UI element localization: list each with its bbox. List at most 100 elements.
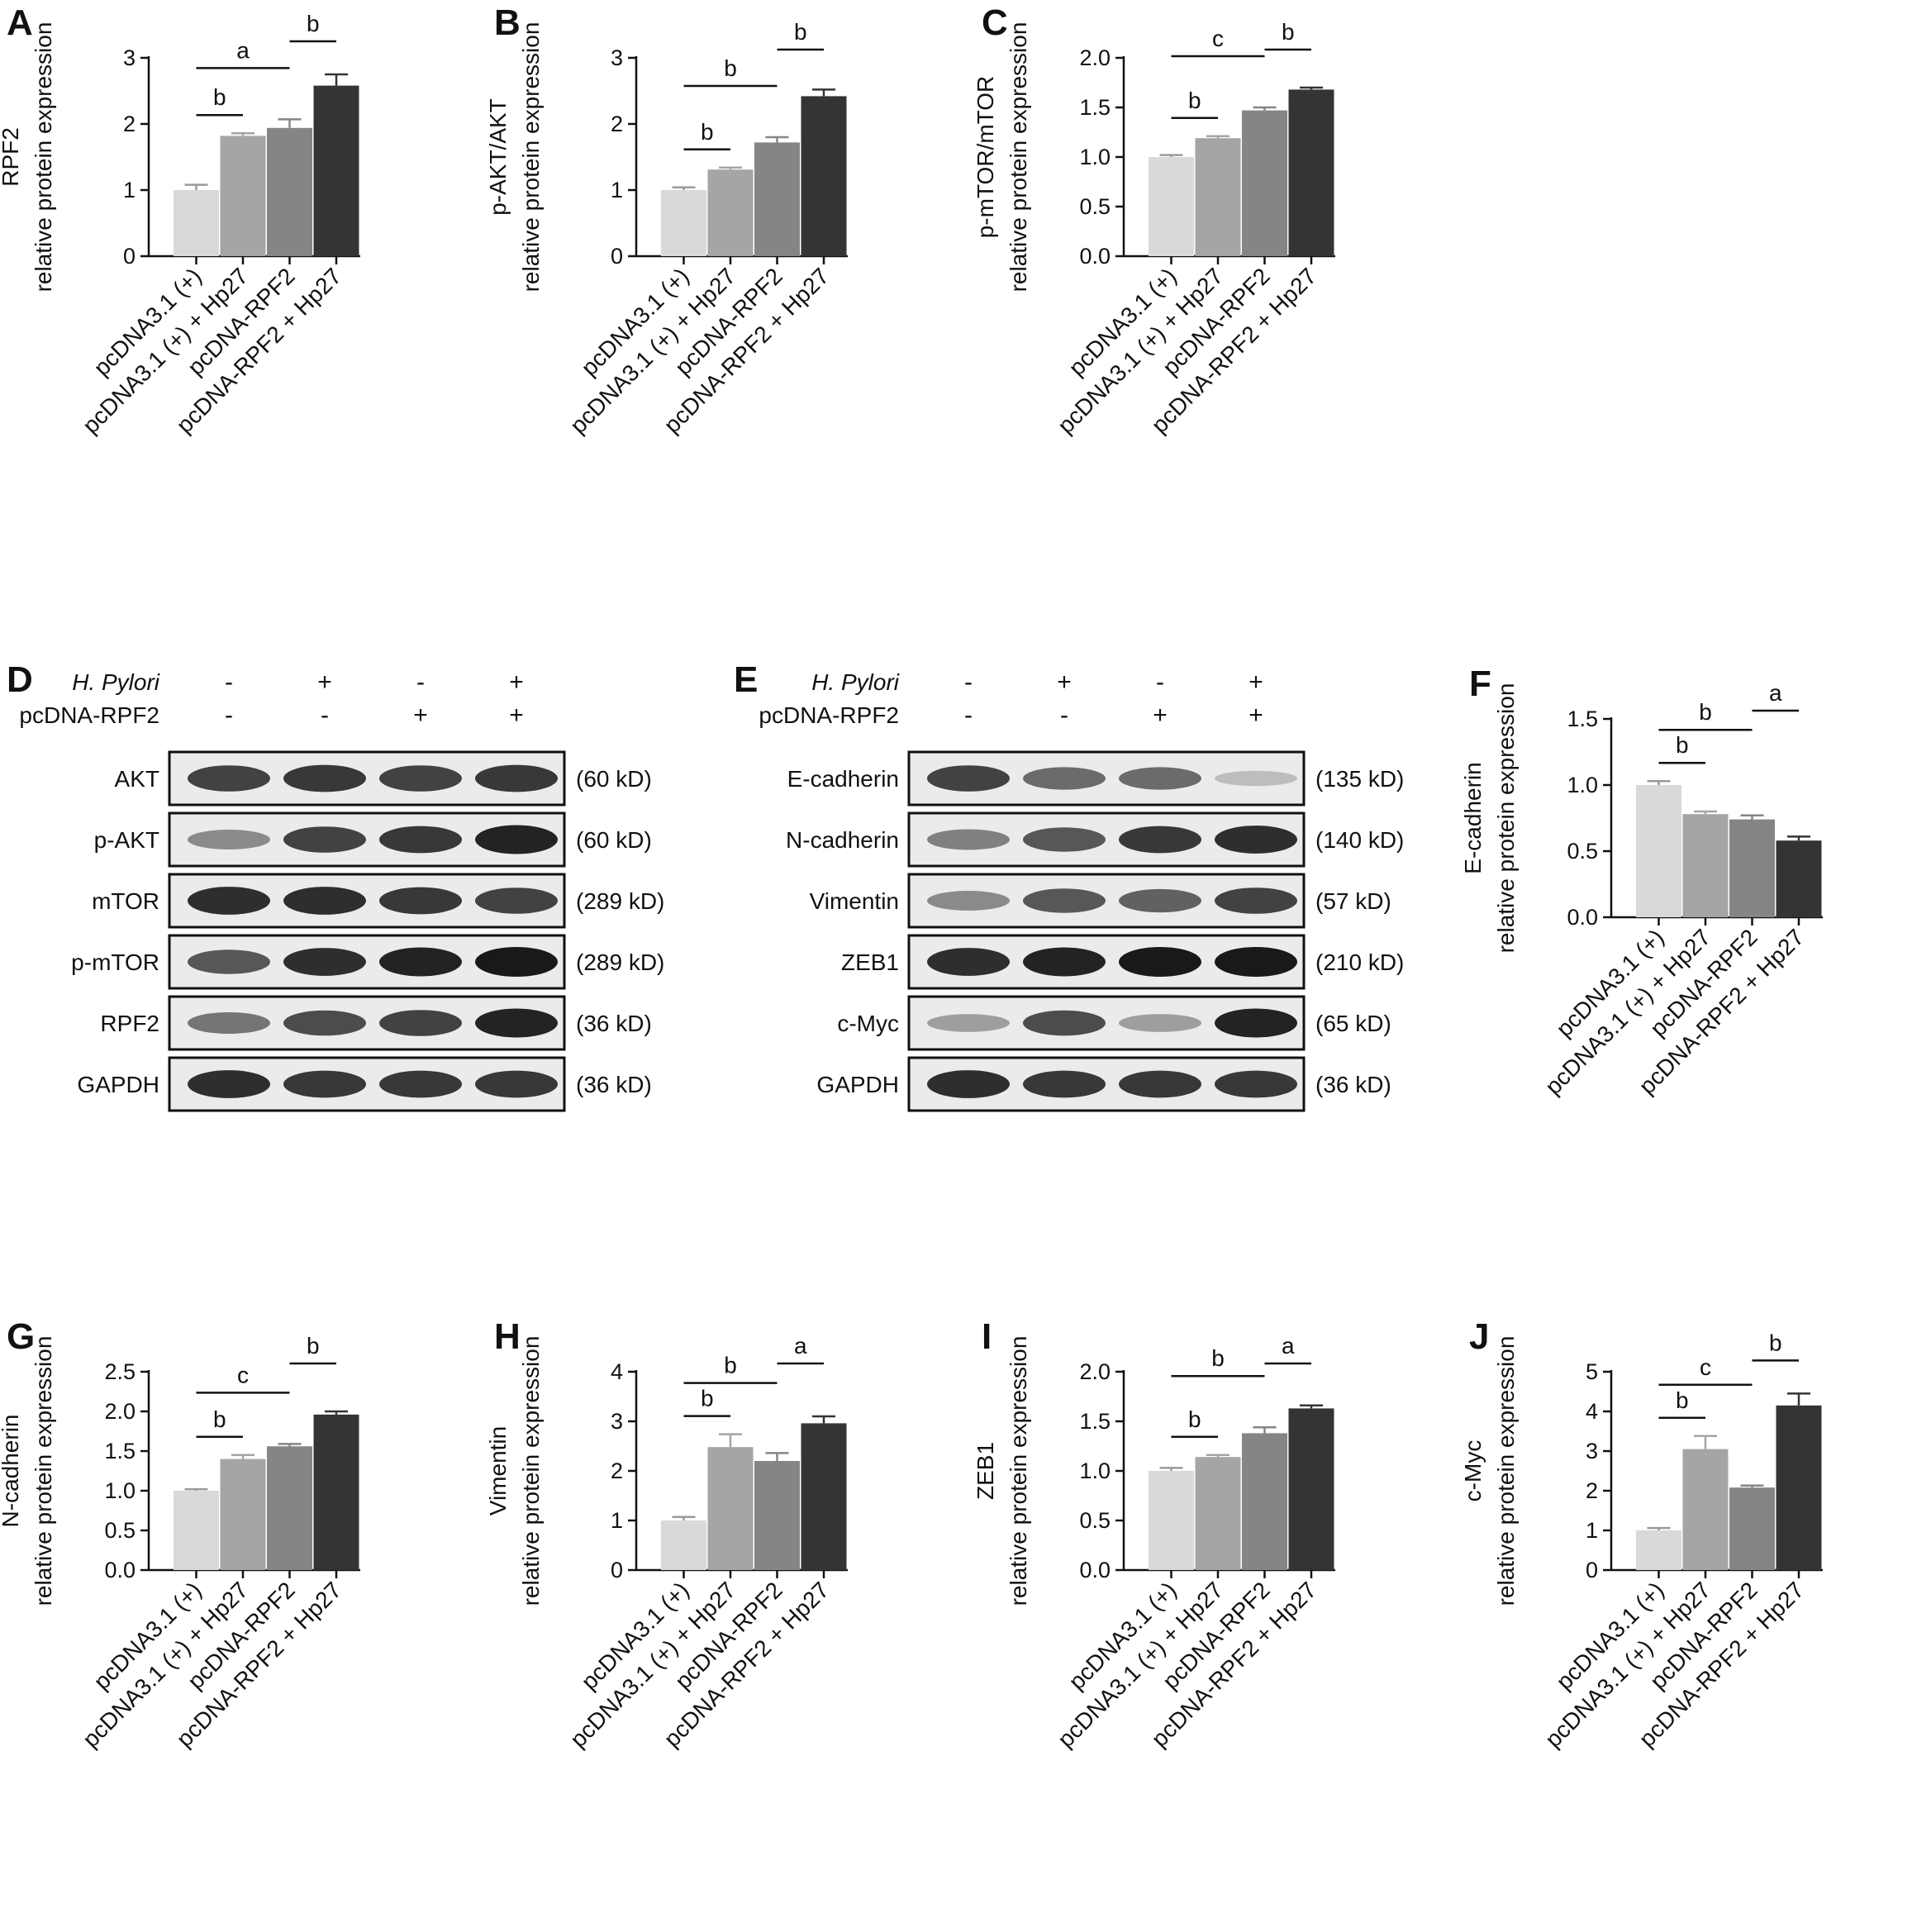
y-tick-label: 2.0 bbox=[1079, 1359, 1111, 1384]
molecular-weight-label: (65 kD) bbox=[1315, 1011, 1391, 1036]
condition-sign: - bbox=[321, 702, 329, 729]
bar bbox=[1242, 110, 1287, 256]
significance-label: b bbox=[213, 1406, 226, 1432]
protein-label: p-AKT bbox=[94, 827, 159, 853]
y-tick-label: 1 bbox=[123, 178, 136, 202]
y-tick-label: 0 bbox=[1586, 1558, 1598, 1582]
blot-band bbox=[188, 887, 270, 915]
molecular-weight-label: (60 kD) bbox=[576, 766, 652, 792]
y-tick-label: 2 bbox=[123, 112, 136, 136]
blot-band bbox=[1023, 947, 1106, 977]
bar bbox=[1776, 1405, 1822, 1570]
condition-sign: - bbox=[416, 669, 425, 696]
y-axis-label: E-cadherin relative protein expression bbox=[1463, 683, 1519, 954]
significance-label: b bbox=[1676, 1387, 1689, 1413]
bar bbox=[220, 136, 266, 256]
condition-sign: + bbox=[1249, 702, 1263, 729]
bar bbox=[220, 1459, 266, 1570]
protein-label: N-cadherin bbox=[786, 827, 899, 853]
condition-label: pcDNA-RPF2 bbox=[759, 702, 899, 728]
blot-band bbox=[1023, 767, 1106, 790]
y-axis-label-line: relative protein expression bbox=[31, 1336, 56, 1606]
y-tick-label: 0.5 bbox=[1567, 839, 1598, 864]
bar bbox=[1636, 785, 1681, 917]
blot-band bbox=[188, 1011, 270, 1035]
bar bbox=[661, 1520, 706, 1570]
blot-band bbox=[1023, 827, 1106, 852]
y-tick-label: 3 bbox=[611, 1409, 623, 1434]
bar bbox=[267, 1446, 312, 1570]
y-tick-label: 0 bbox=[611, 1558, 623, 1582]
bar bbox=[313, 1414, 359, 1570]
y-tick-label: 2 bbox=[1586, 1478, 1598, 1503]
condition-label: pcDNA-RPF2 bbox=[19, 702, 159, 728]
significance-label: a bbox=[236, 37, 250, 63]
blot-band bbox=[1215, 770, 1297, 787]
molecular-weight-label: (36 kD) bbox=[576, 1072, 652, 1097]
y-tick-label: 2.0 bbox=[104, 1399, 136, 1424]
y-axis-label-line: p-AKT/AKT bbox=[488, 98, 511, 216]
blot-band bbox=[927, 829, 1010, 850]
y-axis-label: N-cadherin relative protein expression bbox=[0, 1336, 56, 1606]
y-tick-label: 1.0 bbox=[1079, 145, 1111, 169]
bar bbox=[1195, 1457, 1241, 1570]
y-tick-label: 1.5 bbox=[1567, 707, 1598, 731]
blot-band bbox=[1023, 1070, 1106, 1098]
blot-band bbox=[379, 887, 462, 915]
molecular-weight-label: (36 kD) bbox=[1315, 1072, 1391, 1097]
significance-label: b bbox=[1699, 699, 1712, 725]
condition-sign: + bbox=[413, 702, 428, 729]
significance-label: a bbox=[794, 1333, 807, 1359]
blot-band bbox=[1119, 947, 1201, 977]
y-tick-label: 1.5 bbox=[104, 1439, 136, 1463]
condition-sign: - bbox=[225, 669, 233, 696]
chart-panel-g: G N-cadherin relative protein expression 0.… bbox=[0, 1316, 360, 1753]
y-tick-label: 2.0 bbox=[1079, 45, 1111, 70]
y-axis-label-line: relative protein expression bbox=[1006, 22, 1031, 293]
bar bbox=[1149, 1471, 1194, 1570]
molecular-weight-label: (135 kD) bbox=[1315, 766, 1404, 792]
panel-letter: C bbox=[982, 2, 1008, 43]
blot-band bbox=[475, 764, 558, 792]
condition-sign: + bbox=[317, 669, 332, 696]
y-tick-label: 1.0 bbox=[1079, 1459, 1111, 1483]
significance-label: a bbox=[1282, 1333, 1295, 1359]
significance-label: b bbox=[701, 1386, 714, 1411]
blot-band bbox=[1119, 767, 1201, 790]
blot-panel-e: E H. Pylori - + - + pcDNA-RPF2 - - + + E-cadherin (1… bbox=[734, 659, 1404, 1112]
blot-band bbox=[1215, 826, 1297, 854]
bar bbox=[707, 1447, 754, 1570]
blot-band bbox=[1023, 1010, 1106, 1036]
significance-label: c bbox=[1212, 26, 1224, 51]
y-axis-label-line: relative protein expression bbox=[31, 22, 56, 293]
protein-label: Vimentin bbox=[810, 888, 899, 914]
bar bbox=[1149, 157, 1194, 256]
blot-band bbox=[475, 887, 558, 914]
protein-label: AKT bbox=[115, 766, 159, 792]
y-axis-label-line: relative protein expression bbox=[1493, 683, 1519, 954]
bar bbox=[1242, 1433, 1287, 1570]
chart-panel-f: F E-cadherin relative protein expression 0.… bbox=[1463, 664, 1823, 1100]
blot-band bbox=[188, 949, 270, 974]
significance-label: a bbox=[1769, 680, 1782, 706]
y-tick-label: 0.5 bbox=[104, 1518, 136, 1543]
bar bbox=[1288, 89, 1334, 257]
protein-label: RPF2 bbox=[100, 1011, 159, 1036]
blot-band bbox=[1215, 1008, 1297, 1038]
significance-label: b bbox=[1188, 1406, 1201, 1432]
bar bbox=[754, 142, 800, 256]
bar bbox=[801, 1423, 847, 1570]
chart-panel-h: H Vimentin relative protein expression 0 1 2 3… bbox=[488, 1316, 848, 1753]
blot-band bbox=[283, 764, 366, 792]
bar bbox=[661, 190, 706, 256]
blot-band bbox=[379, 826, 462, 854]
molecular-weight-label: (289 kD) bbox=[576, 949, 664, 975]
bar bbox=[1776, 840, 1822, 917]
y-axis-label-line: N-cadherin bbox=[0, 1415, 23, 1528]
chart-panel-b: Bp-AKT/AKT relative protein expression 0 1 2… bbox=[488, 2, 848, 439]
y-axis-label-line: relative protein expression bbox=[518, 1336, 544, 1606]
blot-band bbox=[927, 891, 1010, 911]
condition-sign: - bbox=[1060, 702, 1068, 729]
y-axis-label-line: Vimentin bbox=[488, 1426, 511, 1516]
